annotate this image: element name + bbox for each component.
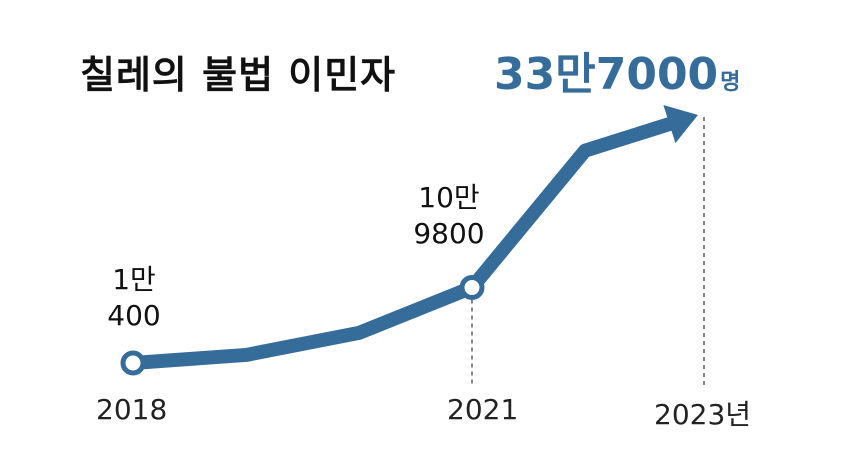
headline-unit: 명	[720, 70, 741, 95]
data-label-2021-line2: 9800	[413, 217, 485, 250]
headline-number: 33만7000	[494, 49, 719, 100]
data-label-2018-line2: 400	[107, 299, 161, 332]
chart-title: 칠레의 불법 이민자	[80, 53, 397, 97]
arrow-head	[663, 104, 698, 144]
data-label-2021: 10만 9800	[404, 180, 494, 252]
x-tick-2018: 2018	[96, 393, 168, 426]
series-line	[132, 116, 674, 370]
data-label-2018: 1만 400	[96, 262, 172, 334]
data-point-2018	[120, 350, 146, 376]
data-label-2018-line1: 1만	[112, 263, 156, 296]
data-point-2021	[459, 275, 485, 301]
x-tick-2023: 2023년	[654, 398, 752, 431]
x-tick-2021: 2021	[447, 393, 519, 426]
data-label-2021-line1: 10만	[418, 181, 480, 214]
headline-value: 33만7000명	[494, 38, 740, 102]
